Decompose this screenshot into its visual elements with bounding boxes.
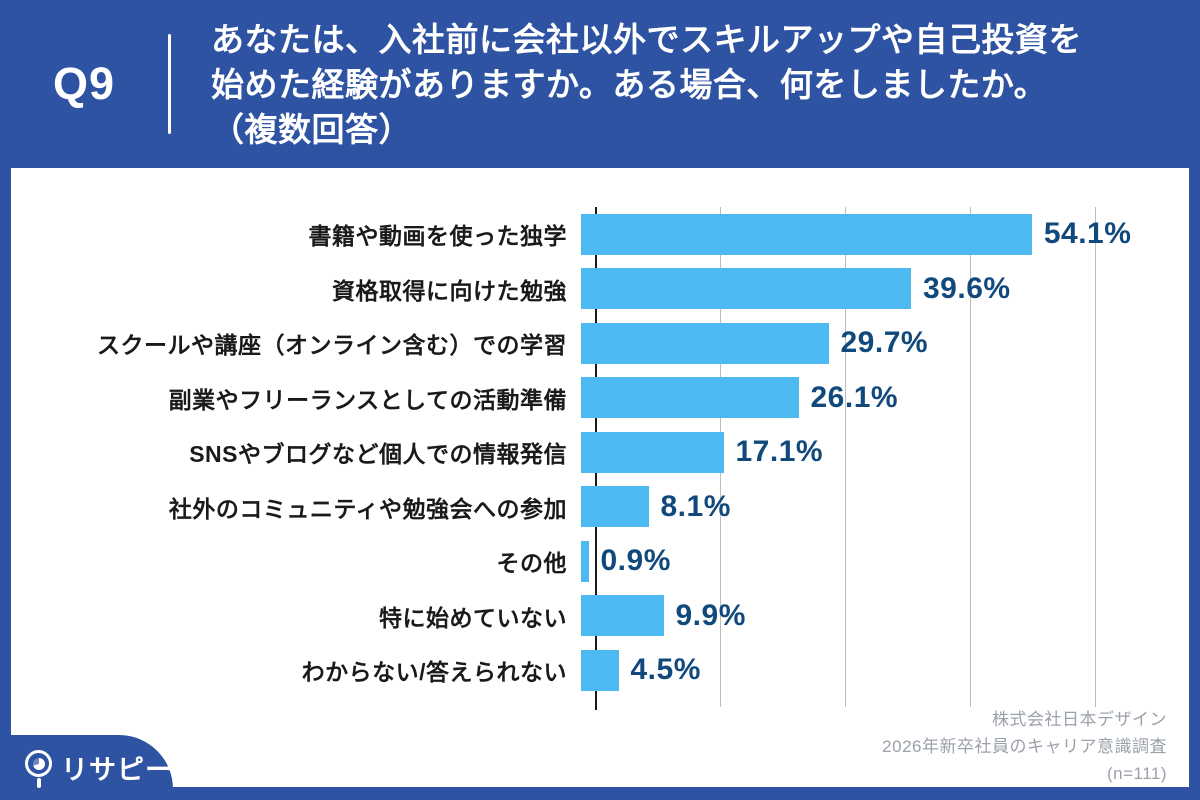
bar-value-label: 9.9%	[675, 598, 746, 632]
gridline-30	[845, 207, 846, 707]
question-number: Q9	[52, 58, 116, 109]
bar-value-label: 54.1%	[1043, 217, 1132, 251]
bar-row: 特に始めていない 9.9%	[11, 589, 1189, 644]
bar-chart: 書籍や動画を使った独学 54.1% 資格取得に向けた勉強 39.6% スクールや講座（オ…	[11, 207, 1189, 710]
bar-value-label: 29.7%	[840, 326, 929, 360]
bar-track: 39.6%	[581, 262, 1081, 317]
bar	[581, 486, 649, 528]
question-text: あなたは、入社前に会社以外でスキルアップや自己投資を 始めた経験がありますか。あ…	[171, 0, 1082, 168]
bar-track: 8.1%	[581, 480, 1081, 535]
category-label: 副業やフリーランスとしての活動準備	[168, 386, 567, 413]
bar-value-label: 39.6%	[923, 271, 1011, 305]
source-line-survey: 2026年新卒社員のキャリア意識調査	[882, 737, 1167, 756]
category-label: 社外のコミュニティや勉強会への参加	[168, 495, 567, 522]
bar-track: 26.1%	[581, 371, 1081, 426]
bar-row: 書籍や動画を使った独学 54.1%	[11, 207, 1189, 262]
pie-glyph	[33, 757, 45, 770]
bar-value-label: 4.5%	[630, 653, 701, 687]
gridline-45	[970, 207, 971, 707]
bar-row: スクールや講座（オンライン含む）での学習 29.7%	[11, 316, 1189, 371]
question-line-3: （複数回答）	[211, 111, 412, 148]
gridline-60	[1095, 207, 1096, 707]
category-label: わからない/答えられない	[301, 659, 567, 686]
magnifier-chart-icon	[25, 749, 53, 788]
bar	[581, 540, 589, 582]
bar-value-label: 17.1%	[735, 435, 824, 469]
source-line-company: 株式会社日本デザイン	[992, 710, 1167, 729]
bar-track: 29.7%	[581, 316, 1081, 371]
question-line-1: あなたは、入社前に会社以外でスキルアップや自己投資を	[211, 21, 1082, 58]
magnifier-handle	[37, 777, 41, 788]
bar	[581, 431, 724, 473]
bar-track: 4.5%	[581, 643, 1081, 698]
bar-row: 副業やフリーランスとしての活動準備 26.1%	[11, 371, 1189, 426]
bar-track: 17.1%	[581, 425, 1081, 480]
logo-badge: リサピー	[0, 735, 181, 800]
bar	[581, 213, 1032, 255]
bar	[581, 649, 619, 691]
category-label: 書籍や動画を使った独学	[308, 223, 567, 250]
logo-dot	[176, 781, 181, 786]
bar-row: その他 0.9%	[11, 534, 1189, 589]
bar-value-label: 0.9%	[600, 544, 671, 578]
bar	[581, 595, 664, 637]
question-header: Q9 あなたは、入社前に会社以外でスキルアップや自己投資を 始めた経験があります…	[0, 0, 1200, 168]
bar-row: 社外のコミュニティや勉強会への参加 8.1%	[11, 480, 1189, 535]
bar-track: 0.9%	[581, 534, 1081, 589]
logo-text: リサピー	[61, 755, 173, 785]
category-label: SNSやブログなど個人での情報発信	[189, 441, 567, 468]
bar-row: わからない/答えられない 4.5%	[11, 643, 1189, 698]
magnifier-lens	[25, 749, 52, 777]
source-line-n: (n=111)	[1106, 764, 1167, 783]
bar-row: 資格取得に向けた勉強 39.6%	[11, 262, 1189, 317]
bar-rows: 書籍や動画を使った独学 54.1% 資格取得に向けた勉強 39.6% スクールや講座（オ…	[11, 207, 1189, 698]
bar-value-label: 8.1%	[660, 489, 731, 523]
bar	[581, 268, 911, 310]
category-label: 特に始めていない	[379, 604, 567, 631]
question-line-2: 始めた経験がありますか。ある場合、何をしましたか。	[211, 66, 1048, 103]
bar-row: SNSやブログなど個人での情報発信 17.1%	[11, 425, 1189, 480]
category-label: その他	[496, 550, 567, 577]
category-label: 資格取得に向けた勉強	[332, 277, 567, 304]
bar	[581, 322, 829, 364]
category-label: スクールや講座（オンライン含む）での学習	[97, 332, 567, 359]
bar-value-label: 26.1%	[810, 380, 899, 414]
bar	[581, 377, 799, 419]
chart-card: 書籍や動画を使った独学 54.1% 資格取得に向けた勉強 39.6% スクールや講座（オ…	[11, 168, 1189, 787]
header-divider	[168, 34, 171, 134]
bar-track: 9.9%	[581, 589, 1081, 644]
source-note: 株式会社日本デザイン 2026年新卒社員のキャリア意識調査 (n=111)	[882, 706, 1167, 787]
bar-track: 54.1%	[581, 207, 1131, 262]
